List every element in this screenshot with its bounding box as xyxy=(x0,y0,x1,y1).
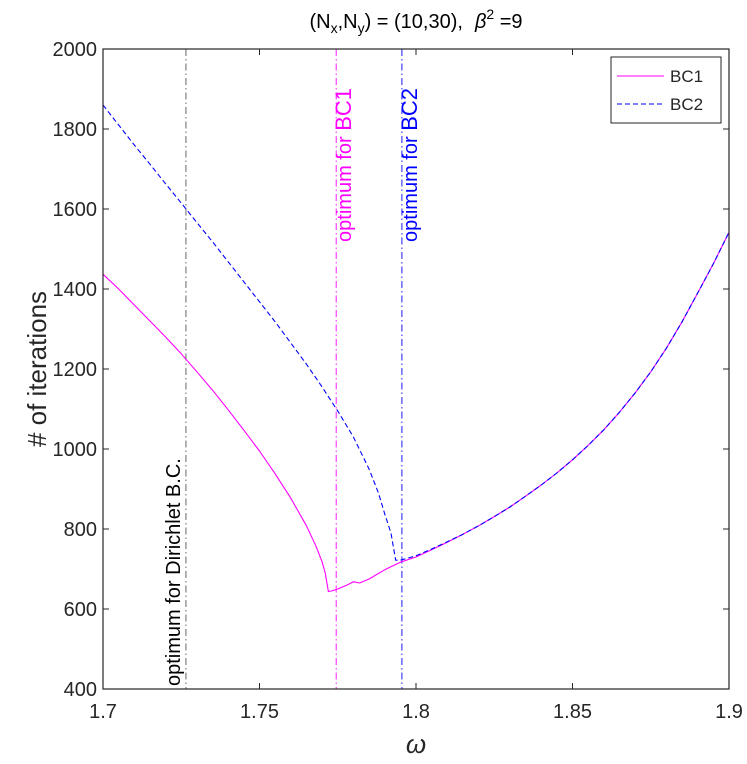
title-sup: 2 xyxy=(486,6,494,22)
x-axis-label: ω xyxy=(406,729,426,759)
title-middle: ) = (10,30), xyxy=(365,11,463,33)
y-tick-label: 1800 xyxy=(53,119,98,141)
x-tick-label: 1.7 xyxy=(89,701,117,723)
y-tick-label: 1000 xyxy=(53,439,98,461)
x-tick-label: 1.8 xyxy=(402,701,430,723)
x-tick-label: 1.85 xyxy=(553,701,592,723)
y-tick-label: 800 xyxy=(64,519,97,541)
x-tick-label: 1.75 xyxy=(240,701,279,723)
x-axis: 1.7 1.75 1.8 1.85 1.9 xyxy=(89,49,743,723)
legend-bc2-label: BC2 xyxy=(670,95,703,114)
title-sub-y: y xyxy=(358,20,365,36)
y-tick-label: 2000 xyxy=(53,39,98,61)
y-tick-label: 1600 xyxy=(53,199,98,221)
legend-bc1-label: BC1 xyxy=(670,67,703,86)
title-comma-N: ,N xyxy=(338,11,358,33)
reference-lines xyxy=(185,49,403,689)
annotation-label-0: optimum for Dirichlet B.C. xyxy=(163,458,185,686)
title-sub-x: x xyxy=(331,20,338,36)
annotation-label-1: optimum for BC1 xyxy=(331,88,356,242)
y-axis: 400 600 800 1000 1200 1400 1600 1800 2000 xyxy=(53,39,729,701)
legend-box xyxy=(610,56,722,124)
y-tick-label: 400 xyxy=(64,679,97,701)
y-tick-label: 1400 xyxy=(53,279,98,301)
title-suffix: =9 xyxy=(494,11,522,33)
y-tick-label: 1200 xyxy=(53,359,98,381)
title-prefix-N: (N xyxy=(309,11,330,33)
series-lines xyxy=(103,104,729,592)
chart-title: (Nx,Ny) = (10,30), β2 =9 xyxy=(309,6,522,36)
annotations: optimum for Dirichlet B.C. optimum for BC… xyxy=(163,88,422,686)
y-tick-label: 600 xyxy=(64,599,97,621)
series-line-bc2 xyxy=(103,104,729,561)
title-beta: β xyxy=(474,11,486,33)
y-axis-label: # of iterations xyxy=(22,291,52,447)
x-tick-label: 1.9 xyxy=(715,701,743,723)
annotation-label-2: optimum for BC2 xyxy=(397,88,422,242)
legend: BC1 BC2 xyxy=(610,56,722,124)
